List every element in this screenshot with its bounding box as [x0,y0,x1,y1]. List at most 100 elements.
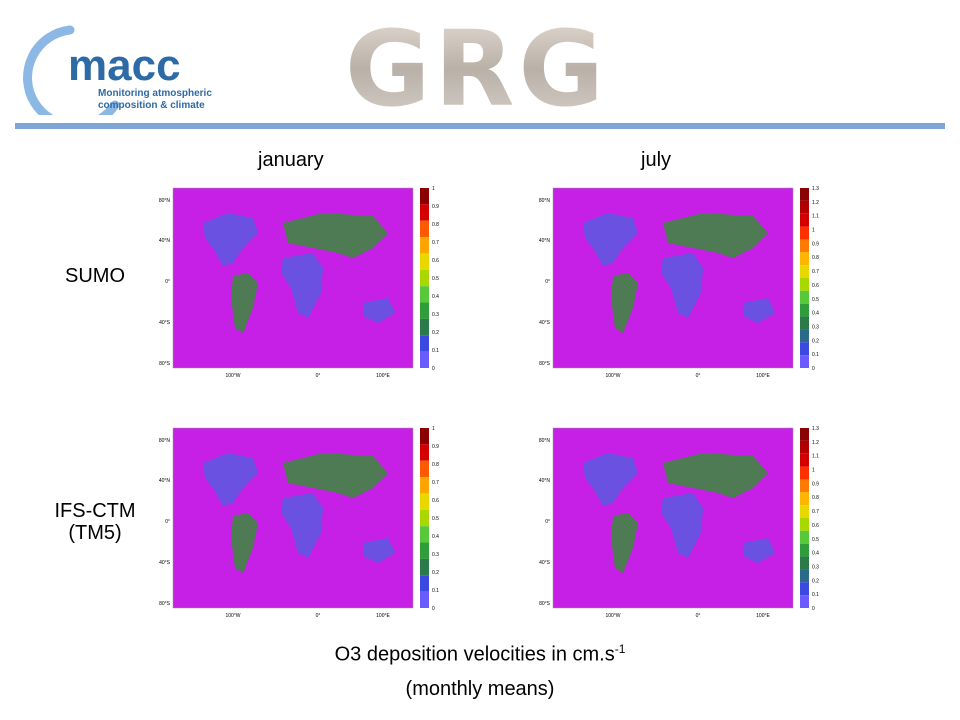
lon-tick-label: 0° [316,373,321,379]
continent-shape [281,493,323,558]
colorbar-tick-label: 1.3 [812,426,819,432]
colorbar-tick-label: 0.8 [432,462,439,468]
colorbar-tick-label: 0.6 [812,283,819,289]
continent-shape [663,453,768,498]
colorbar-tick-label: 1.2 [812,200,819,206]
colorbar-tick-label: 0.2 [812,338,819,344]
colorbar-tick-label: 0 [432,366,435,372]
colorbar-tick-label: 0.3 [432,312,439,318]
land-masses [203,213,395,333]
lat-tick-label: 0° [165,519,170,525]
colorbar-segment [420,444,429,461]
continent-shape [363,298,395,323]
continent-shape [583,453,638,506]
colorbar-segment [800,278,809,291]
lat-tick-label: 40°N [539,478,551,484]
colorbar-segment [800,543,809,557]
lat-tick-label: 40°S [159,320,171,326]
lon-tick-label: 0° [696,613,701,619]
macc-logo: macc Monitoring atmospheric composition … [23,25,212,115]
continent-shape [231,273,258,333]
colorbar-segment [800,252,809,266]
continent-shape [281,253,323,318]
colorbar-tick-label: 0.7 [812,269,819,275]
lat-tick-label: 40°N [159,238,171,244]
colorbar-segment [420,302,429,319]
continent-shape [663,213,768,258]
caption-exponent: -1 [614,642,626,656]
colorbar-tick-label: 0.4 [432,534,439,540]
colorbar-segment [420,188,429,205]
colorbar-tick-label: 0.4 [432,294,439,300]
lon-tick-label: 100°E [756,613,770,619]
colorbar-segment [800,569,809,583]
continent-shape [203,213,258,266]
lon-tick-label: 100°W [605,613,620,619]
colorbar-segment [420,237,429,254]
colorbar-tick-label: 1.2 [812,440,819,446]
colorbar-tick-label: 0.3 [812,324,819,330]
row-label-ifs-ctm-line1: IFS-CTM [54,500,136,522]
lat-tick-label: 0° [165,279,170,285]
colorbar-tick-label: 1 [812,228,815,234]
colorbar-tick-label: 0.5 [812,297,819,303]
colorbar-segment [800,329,809,343]
colorbar-segment [800,342,809,356]
column-label-january: january [258,149,324,171]
map-sumo-july: 80°N 40°N 0° 40°S 80°S 100°W 0° 100°E 1.3 1.2 1.1 1… [539,186,819,379]
lat-tick-label: 80°N [539,198,551,204]
map-ifs-ctm-january: 80°N 40°N 0° 40°S 80°S 100°W 0° 100°E 1 0.9 0.8 0.7… [159,426,439,619]
continent-shape [231,513,258,573]
colorbar-segment [420,542,429,559]
colorbar-segment [420,351,429,368]
colorbar-segment [420,428,429,445]
lat-tick-label: 80°S [539,601,551,607]
colorbar-segment [800,355,809,368]
land-masses [583,213,775,333]
colorbar-segment [800,530,809,544]
lat-tick-label: 40°S [159,560,171,566]
land-masses [583,453,775,573]
colorbar-tick-label: 0.1 [812,592,819,598]
colorbar-tick-label: 0.3 [432,552,439,558]
continent-shape [743,538,775,563]
caption-line2: (monthly means) [405,678,555,700]
colorbar-segment [800,200,809,214]
lat-tick-label: 80°S [159,361,171,367]
colorbar-segment [800,479,809,493]
continent-shape [283,213,388,258]
header-divider [15,123,945,129]
colorbar-tick-label: 0.8 [812,495,819,501]
colorbar-segment [800,505,809,518]
caption-line1: O3 deposition velocities in cm.s-1 [0,642,960,667]
lon-tick-label: 100°W [605,373,620,379]
colorbar-segment [800,440,809,454]
colorbar-tick-label: 0.7 [432,240,439,246]
lon-tick-label: 100°E [376,613,390,619]
colorbar-segment [420,526,429,543]
colorbar-tick-label: 0.2 [432,330,439,336]
colorbar-segment [800,239,809,253]
colorbar-segment [420,558,429,576]
lon-tick-label: 0° [696,373,701,379]
colorbar-segment [800,556,809,570]
row-label-ifs-ctm-line2: (TM5) [68,522,122,544]
lon-tick-label: 100°E [376,373,390,379]
colorbar-segment [420,318,429,336]
svg-text:Monitoring atmospheric: Monitoring atmospheric [98,88,212,99]
colorbar-tick-label: 0.6 [432,498,439,504]
lat-tick-label: 80°N [159,198,171,204]
colorbar-segment [800,492,809,506]
map-ifs-ctm-july: 80°N 40°N 0° 40°S 80°S 100°W 0° 100°E 1.3 1.2 1.1 1… [539,426,819,619]
colorbar-tick-label: 0.9 [812,481,819,487]
colorbar-segment [420,220,429,238]
continent-shape [363,538,395,563]
colorbar-segment [800,265,809,278]
colorbar-segment [420,286,429,303]
row-label-sumo-line1: SUMO [65,265,125,287]
continent-shape [611,513,638,573]
lat-tick-label: 0° [545,279,550,285]
colorbar-segment [800,466,809,480]
continent-shape [743,298,775,323]
colorbar-tick-label: 0.1 [432,588,439,594]
